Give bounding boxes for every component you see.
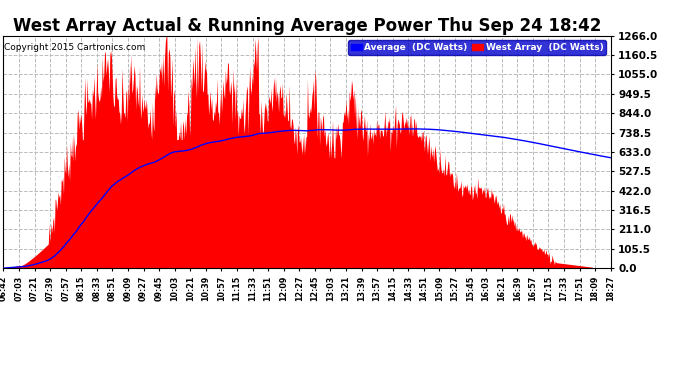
Text: Copyright 2015 Cartronics.com: Copyright 2015 Cartronics.com xyxy=(4,43,146,52)
Legend: Average  (DC Watts), West Array  (DC Watts): Average (DC Watts), West Array (DC Watts… xyxy=(348,40,606,54)
Title: West Array Actual & Running Average Power Thu Sep 24 18:42: West Array Actual & Running Average Powe… xyxy=(13,18,601,36)
